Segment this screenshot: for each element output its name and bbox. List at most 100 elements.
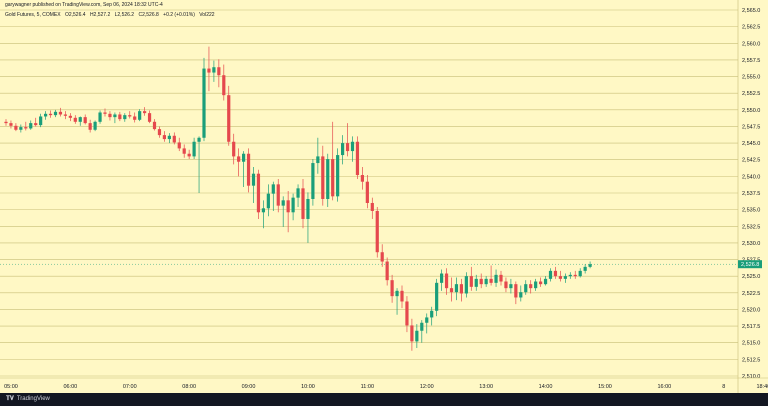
candle-body [286, 200, 290, 213]
x-tick-label: 14:00 [539, 384, 553, 390]
candle-body [578, 270, 582, 277]
candle-body [192, 141, 196, 157]
candle-body [281, 200, 285, 206]
low-value: L2,526.2 [114, 12, 135, 18]
y-tick-label: 2,535.0 [742, 208, 760, 214]
open-value: O2,526.4 [64, 12, 86, 18]
candle-body [311, 163, 315, 199]
candle-body [375, 210, 379, 253]
candle-body [543, 278, 548, 285]
candle-body [88, 123, 92, 130]
candle-body [400, 290, 404, 302]
candle-body [479, 278, 483, 285]
candle-body [539, 281, 543, 285]
y-tick-label: 2,520.0 [742, 307, 760, 313]
candle-body [24, 127, 28, 129]
y-tick-label: 2,540.0 [742, 174, 760, 180]
candle-body [499, 274, 503, 282]
x-tick-label: 8 [722, 384, 725, 390]
candle-body [380, 252, 384, 262]
candle-body [103, 112, 107, 114]
candle-body [261, 208, 265, 213]
candle-body [370, 202, 374, 211]
x-tick-label: 10:00 [301, 384, 315, 390]
candle-body [489, 278, 493, 283]
candle-body [202, 68, 206, 138]
candle-body [449, 288, 454, 293]
candle-body [316, 156, 320, 164]
tradingview-logo[interactable]: 𝐓𝐕 TradingView [6, 396, 50, 403]
candle-body [256, 173, 261, 213]
candle-body [385, 261, 389, 281]
candle-body [29, 123, 33, 129]
candle-body [83, 117, 87, 124]
candle-body [430, 310, 434, 318]
last-price-tag [738, 260, 762, 269]
candle-body [306, 198, 310, 219]
candle-body [410, 325, 414, 342]
candle-body [390, 280, 394, 297]
candle-body [217, 67, 221, 76]
candle-body [484, 278, 488, 285]
candle-body [133, 116, 137, 120]
y-tick-label: 2,557.5 [742, 58, 760, 64]
candle-body [34, 123, 38, 126]
candle-body [509, 284, 513, 289]
candle-body [341, 143, 345, 156]
footer-bar: 𝐓𝐕 TradingView [0, 393, 768, 406]
candle-body [336, 155, 340, 197]
candle-body [227, 95, 231, 142]
candle-body [237, 156, 241, 162]
candle-body [326, 159, 330, 199]
x-tick-label: 05:00 [4, 384, 18, 390]
candle-body [19, 127, 23, 130]
candle-body [321, 156, 325, 199]
candle-body [251, 173, 256, 186]
y-tick-label: 2,552.5 [742, 91, 760, 97]
candle-body [182, 148, 186, 154]
publisher-line: garywagner published on TradingView.com,… [5, 2, 163, 8]
x-tick-label: 06:00 [63, 384, 77, 390]
candle-body [494, 274, 498, 283]
x-tick-label: 12:00 [420, 384, 434, 390]
candle-body [360, 175, 364, 182]
candle-body [68, 115, 72, 118]
candle-body [128, 115, 132, 117]
candle-body [9, 123, 13, 126]
y-tick-label: 2,522.5 [742, 291, 760, 297]
candle-body [162, 135, 166, 140]
candle-body [108, 113, 112, 118]
candle-body [123, 115, 127, 120]
candle-body [529, 284, 533, 289]
tradingview-icon: 𝐓𝐕 [6, 396, 14, 402]
candle-body [519, 292, 523, 298]
candle-body [157, 129, 162, 136]
y-tick-label: 2,530.0 [742, 241, 760, 247]
candle-body [345, 143, 350, 152]
x-tick-label: 11:00 [361, 384, 374, 390]
candle-body [187, 153, 191, 157]
candle-body [63, 114, 67, 116]
candle-body [588, 264, 592, 267]
candle-body [138, 111, 142, 120]
candle-body [553, 270, 558, 277]
y-tick-label: 2,547.5 [742, 124, 760, 130]
y-tick-label: 2,562.5 [742, 25, 760, 31]
brand-label: TradingView [16, 396, 50, 402]
last-price-label: 2,526.8 [741, 262, 759, 268]
x-tick-label: 09:00 [242, 384, 256, 390]
y-tick-label: 2,510.0 [742, 374, 760, 380]
close-value: C2,526.8 [138, 12, 159, 18]
ohlc-legend: Gold Futures, 5, COMEX O2,526.4 H2,527.2… [5, 12, 218, 18]
candle-body [454, 284, 459, 293]
symbol-label: Gold Futures, 5, COMEX [5, 12, 61, 18]
candlestick-chart[interactable]: 2,510.0 2,512.5 2,515.0 2,517.5 2,520.0 2,522… [0, 0, 768, 393]
candle-body [573, 274, 577, 277]
candle-body [113, 114, 117, 118]
candle-body [395, 290, 399, 297]
candle-body [53, 111, 58, 116]
candle-body [44, 113, 48, 117]
candle-body [464, 276, 468, 294]
candle-body [534, 281, 538, 289]
